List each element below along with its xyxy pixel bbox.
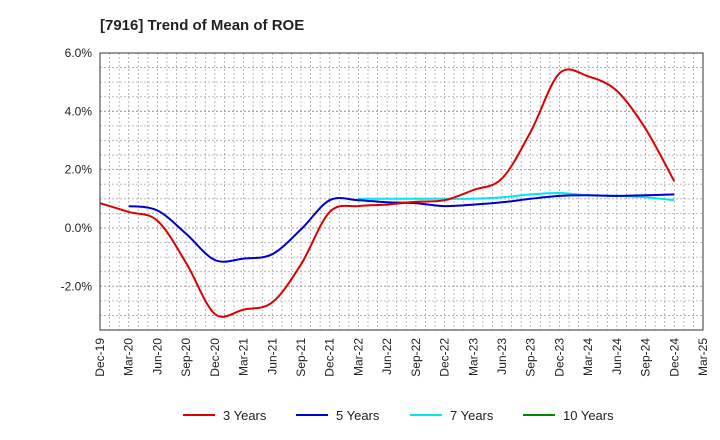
plot-border bbox=[99, 52, 704, 331]
y-tick-label: 0.0% bbox=[65, 221, 93, 235]
x-tick-label: Sep-24 bbox=[639, 338, 653, 377]
grid-layer bbox=[100, 52, 703, 330]
legend-item-10-years: 10 Years bbox=[523, 408, 614, 423]
legend-item-5-years: 5 Years bbox=[296, 408, 380, 423]
x-tick-label: Dec-19 bbox=[93, 338, 107, 377]
x-tick-label: Mar-22 bbox=[351, 338, 365, 376]
x-tick-label: Jun-22 bbox=[380, 338, 394, 375]
x-tick-label: Mar-21 bbox=[237, 338, 251, 376]
x-tick-label: Dec-21 bbox=[323, 338, 337, 377]
legend-label: 5 Years bbox=[336, 408, 380, 423]
x-tick-label: Jun-20 bbox=[150, 338, 164, 375]
plot-area bbox=[100, 53, 703, 330]
legend-label: 10 Years bbox=[563, 408, 614, 423]
legend-item-7-years: 7 Years bbox=[410, 408, 494, 423]
y-tick-label: 6.0% bbox=[65, 46, 93, 60]
y-tick-label: 4.0% bbox=[65, 104, 93, 118]
x-tick-label: Mar-24 bbox=[581, 338, 595, 376]
x-tick-label: Dec-23 bbox=[552, 338, 566, 377]
series-line-3-years bbox=[99, 68, 676, 318]
legend-item-3-years: 3 Years bbox=[183, 408, 267, 423]
x-tick-label: Sep-20 bbox=[179, 338, 193, 377]
legend-label: 7 Years bbox=[450, 408, 494, 423]
x-tick-label: Sep-22 bbox=[409, 338, 423, 377]
axis-layer: -2.0% 0.0% 2.0% 4.0% 6.0% Dec-19 Mar-20 Jun-20 S… bbox=[61, 46, 710, 377]
x-tick-label: Dec-20 bbox=[208, 338, 222, 377]
x-tick-label: Sep-23 bbox=[524, 338, 538, 377]
x-tick-label: Jun-23 bbox=[495, 338, 509, 375]
x-tick-label: Mar-20 bbox=[122, 338, 136, 376]
chart-title: [7916] Trend of Mean of ROE bbox=[100, 17, 304, 34]
y-tick-label: -2.0% bbox=[61, 279, 93, 293]
x-tick-label: Mar-23 bbox=[466, 338, 480, 376]
y-tick-label: 2.0% bbox=[65, 163, 93, 177]
x-tick-label: Jun-21 bbox=[265, 338, 279, 375]
x-tick-label: Dec-22 bbox=[438, 338, 452, 377]
series-layer bbox=[99, 68, 676, 318]
x-tick-label: Dec-24 bbox=[667, 338, 681, 377]
x-tick-label: Jun-24 bbox=[610, 338, 624, 375]
legend: 3 Years 5 Years 7 Years 10 Years bbox=[183, 408, 614, 423]
x-tick-label: Mar-25 bbox=[696, 338, 710, 376]
x-tick-label: Sep-21 bbox=[294, 338, 308, 377]
legend-label: 3 Years bbox=[223, 408, 267, 423]
